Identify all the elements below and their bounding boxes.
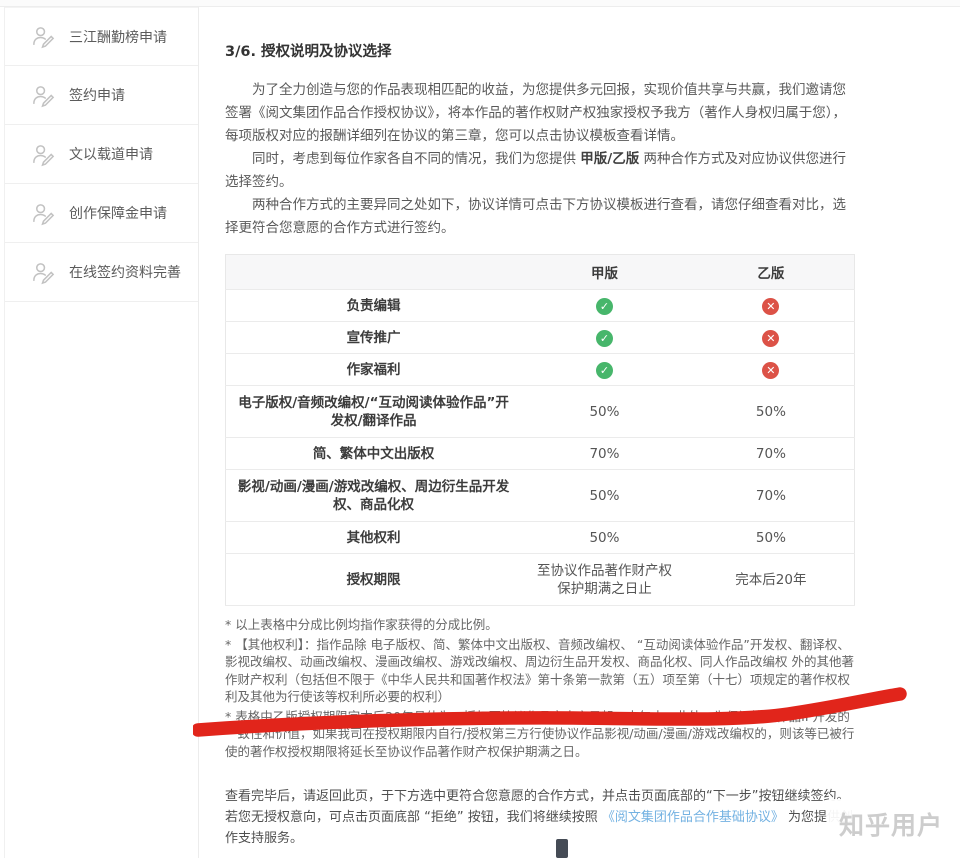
table-row: 宣传推广 ✓ ✕ bbox=[225, 321, 855, 354]
table-row: 简、繁体中文出版权 70% 70% bbox=[225, 437, 855, 470]
table-row: 其他权利 50% 50% bbox=[225, 521, 855, 554]
intro-paragraph-3: 两种合作方式的主要异同之处如下，协议详情可点击下方协议模板进行查看，请您仔细查看… bbox=[225, 197, 846, 236]
writer-pen-icon bbox=[33, 203, 55, 225]
sidebar-item-signing-application[interactable]: 签约申请 bbox=[5, 66, 198, 125]
sidebar-item-wenyizaidao[interactable]: 文以载道申请 bbox=[5, 125, 198, 184]
writer-pen-icon bbox=[33, 144, 55, 166]
sidebar-item-label: 三江酬勤榜申请 bbox=[69, 29, 167, 46]
check-icon: ✓ bbox=[595, 361, 613, 379]
intro-paragraphs: 为了全力创造与您的作品表现相匹配的收益，为您提供多元回报，实现价值共享与共赢，我… bbox=[225, 79, 857, 240]
footnote: * 以上表格中分成比例均指作家获得的分成比例。 bbox=[225, 617, 498, 632]
outro-paragraph: 查看完毕后，请返回此页，于下方选中更符合您意愿的合作方式，并点击页面底部的“下一… bbox=[225, 786, 857, 849]
intro-paragraph-1: 为了全力创造与您的作品表现相匹配的收益，为您提供多元回报，实现价值共享与共赢，我… bbox=[225, 82, 846, 144]
intro-paragraph-2: 同时，考虑到每位作家各自不同的情况，我们为您提供 甲版/乙版 两种合作方式及对应… bbox=[225, 151, 847, 190]
version-names-bold: 甲版/乙版 bbox=[580, 151, 640, 167]
empty-header-cell bbox=[225, 254, 522, 290]
writer-pen-icon bbox=[33, 85, 55, 107]
top-header-strip bbox=[0, 0, 960, 7]
outro-line-2: 若您无授权意向，可点击页面底部 “拒绝” 按钮，我们将继续按照 《阅文集团作品合… bbox=[225, 810, 854, 846]
writer-pen-icon bbox=[33, 262, 55, 284]
footnote: * 【其他权利】：指作品除 电子版权、简、繁体中文出版权、音频改编权、 “互动阅… bbox=[225, 636, 854, 705]
sidebar-item-online-signing-info[interactable]: 在线签约资料完善 bbox=[5, 243, 198, 302]
table-row: 作家福利 ✓ ✕ bbox=[225, 353, 855, 386]
version-comparison-table: 甲版 乙版 负责编辑 ✓ ✕ 宣传推广 ✓ ✕ 作家福利 ✓ ✕ bbox=[225, 254, 855, 606]
cross-icon: ✕ bbox=[762, 361, 780, 379]
table-footnotes: * 以上表格中分成比例均指作家获得的分成比例。 * 【其他权利】：指作品除 电子… bbox=[225, 616, 857, 760]
table-row: 电子版权/音频改编权/“互动阅读体验作品”开发权/翻译作品 50% 50% bbox=[225, 385, 855, 438]
table-row: 负责编辑 ✓ ✕ bbox=[225, 289, 855, 322]
base-agreement-link[interactable]: 《阅文集团作品合作基础协议》 bbox=[601, 810, 784, 825]
sidebar-item-label: 文以载道申请 bbox=[69, 147, 153, 163]
column-header-version-b: 乙版 bbox=[687, 254, 855, 290]
page-title: 3/6. 授权说明及协议选择 bbox=[225, 44, 392, 60]
sidebar-item-sanjiang-reward[interactable]: 三江酬勤榜申请 bbox=[5, 7, 198, 66]
check-icon: ✓ bbox=[595, 297, 613, 315]
writer-pen-icon bbox=[33, 27, 55, 49]
page-left-border bbox=[4, 7, 5, 858]
check-icon: ✓ bbox=[595, 329, 613, 347]
outro-line-1: 查看完毕后，请返回此页，于下方选中更符合您意愿的合作方式，并点击页面底部的“下一… bbox=[225, 789, 850, 804]
cross-icon: ✕ bbox=[762, 297, 780, 315]
watermark-badge: 知乎用户 bbox=[827, 799, 955, 849]
table-row: 授权期限 至协议作品著作财产权保护期满之日止 完本后20年 bbox=[225, 553, 855, 606]
table-row: 影视/动画/漫画/游戏改编权、周边衍生品开发权、商品化权 50% 70% bbox=[225, 469, 855, 522]
column-header-version-a: 甲版 bbox=[521, 254, 688, 290]
sidebar-item-label: 创作保障金申请 bbox=[69, 206, 167, 222]
sidebar-divider bbox=[198, 7, 199, 858]
main-content: 3/6. 授权说明及协议选择 为了全力创造与您的作品表现相匹配的收益，为您提供多… bbox=[225, 0, 857, 858]
table-header-row: 甲版 乙版 bbox=[225, 254, 855, 290]
watermark-logo-fragment bbox=[556, 839, 568, 858]
sidebar-item-label: 在线签约资料完善 bbox=[69, 265, 181, 281]
watermark-text: 知乎用户 bbox=[838, 811, 943, 840]
cross-icon: ✕ bbox=[762, 329, 780, 347]
footnote: * 表格中乙版授权期限完本后20年具体为：授权至协议作品完本之日起二十年止。此外… bbox=[225, 708, 855, 759]
sidebar: 三江酬勤榜申请 签约申请 文以载道申请 创作保障金申请 在线签约资料完善 bbox=[5, 7, 198, 302]
sidebar-item-label: 签约申请 bbox=[69, 88, 125, 104]
sidebar-item-creation-guarantee-fund[interactable]: 创作保障金申请 bbox=[5, 184, 198, 243]
